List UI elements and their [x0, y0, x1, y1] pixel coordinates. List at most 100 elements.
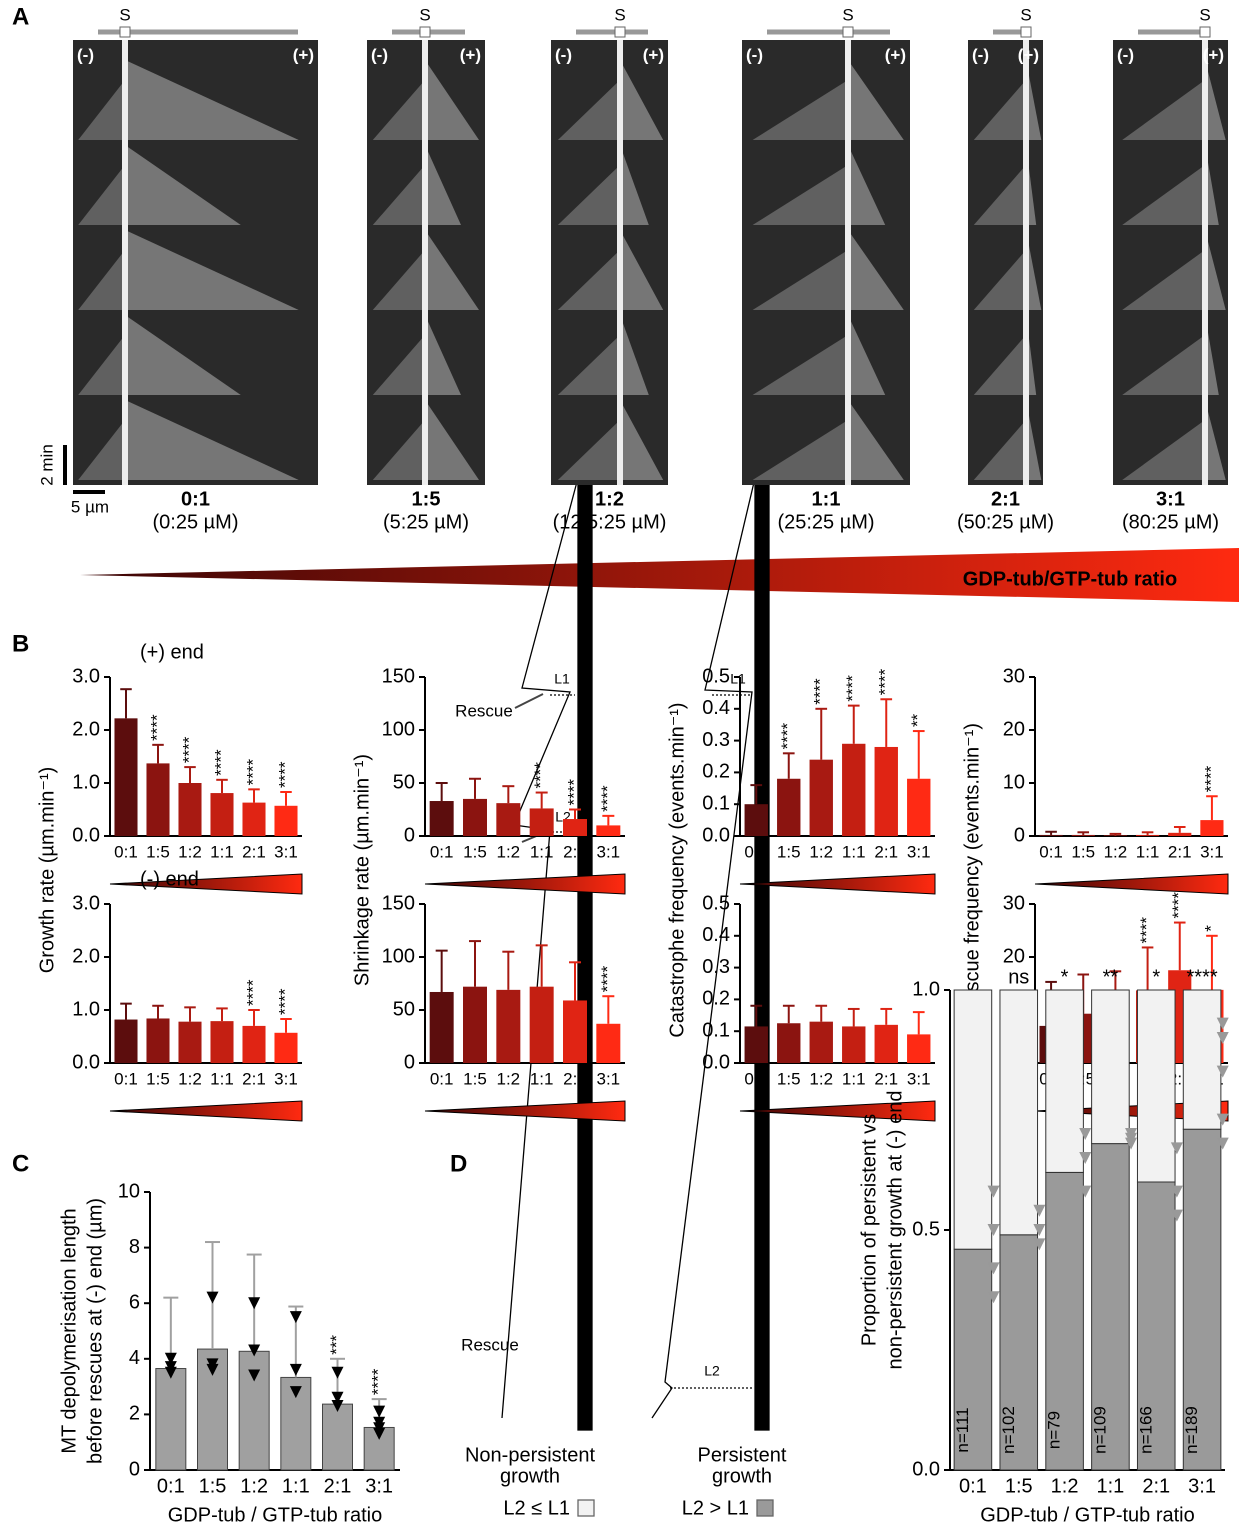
significance: ** — [1103, 966, 1119, 988]
y-tick-label: 0.3 — [702, 956, 730, 978]
n-label: n=109 — [1091, 1406, 1110, 1454]
data-point — [1033, 1238, 1046, 1251]
x-tick-label: 2:1 — [1142, 1475, 1170, 1497]
panel-label: C — [12, 1150, 29, 1177]
x-tick-label: 1:2 — [240, 1475, 268, 1497]
minus-end: (-) — [77, 45, 94, 64]
kymo-growth — [1026, 400, 1042, 480]
bar — [274, 1032, 298, 1063]
data-point — [289, 1311, 302, 1324]
n-label: n=166 — [1136, 1406, 1155, 1454]
plus-end: (+) — [643, 45, 664, 64]
kymo-growth — [557, 165, 620, 225]
kymo-growth — [973, 420, 1026, 480]
kymo-growth — [425, 230, 479, 310]
kymo-growth — [372, 80, 425, 140]
bar — [1071, 834, 1095, 836]
plus-end: (+) — [460, 45, 481, 64]
bar — [238, 1350, 270, 1471]
seed — [617, 40, 623, 485]
l1-label: L1 — [730, 671, 746, 687]
x-tick-label: 3:1 — [365, 1475, 393, 1497]
kymo-growth — [125, 145, 241, 225]
data-point — [289, 1386, 302, 1399]
seed-box — [842, 26, 854, 38]
conc-label: (80:25 µM) — [1122, 511, 1219, 533]
ratio-label: 1:1 — [812, 488, 841, 510]
rescue-label: Rescue — [455, 701, 513, 720]
y-tick-label: 0.0 — [702, 824, 730, 846]
kymo-growth — [78, 165, 125, 225]
y-tick-label: 30 — [1003, 665, 1025, 687]
bar — [1103, 835, 1127, 836]
significance: **** — [778, 722, 797, 749]
bar — [155, 1368, 187, 1471]
kymo-growth — [848, 145, 886, 225]
y-tick-label: 20 — [1003, 945, 1025, 967]
data-point — [1170, 1209, 1183, 1222]
bar — [1200, 820, 1224, 836]
x-tick-label: 3:1 — [274, 842, 298, 861]
x-tick-label: 3:1 — [274, 1069, 298, 1088]
significance: ** — [908, 713, 927, 727]
kymo-growth — [752, 80, 848, 140]
data-point — [987, 1224, 1000, 1236]
bar — [1136, 834, 1160, 836]
ratio-label: 1:2 — [595, 488, 624, 510]
bar-segment — [1045, 989, 1084, 1173]
kymo-growth — [125, 400, 299, 480]
minus-end: (-) — [746, 45, 763, 64]
significance: **** — [243, 759, 262, 786]
data-point — [1170, 1142, 1183, 1155]
kymo-growth — [1122, 80, 1205, 140]
y-tick-label: 0.5 — [702, 665, 730, 687]
data-point — [206, 1363, 219, 1376]
bar — [242, 1025, 266, 1063]
x-tick-label: 3:1 — [907, 1069, 931, 1088]
bar — [1168, 832, 1192, 836]
x-tick-label: 1:2 — [497, 842, 521, 861]
significance: **** — [1187, 966, 1218, 988]
y-tick-label: 8 — [129, 1236, 140, 1258]
y-tick-label: 0.0 — [72, 824, 100, 846]
conc-label: (50:25 µM) — [957, 511, 1054, 533]
bar-segment — [999, 1234, 1039, 1471]
seed-box — [614, 26, 626, 38]
y-tick-label: 20 — [1003, 718, 1025, 740]
y-tick-label: 0.0 — [72, 1051, 100, 1073]
bar — [874, 746, 898, 836]
data-point — [248, 1344, 261, 1357]
y-tick-label: 3.0 — [72, 665, 100, 687]
kymo-growth — [973, 165, 1026, 225]
x-tick-label: 3:1 — [1200, 842, 1224, 861]
kymo-growth — [1122, 335, 1205, 395]
significance: **** — [564, 779, 583, 806]
x-tick-label: 1:5 — [146, 842, 170, 861]
y-tick-label: 1.0 — [72, 998, 100, 1020]
x-tick-label: 1:1 — [282, 1475, 310, 1497]
y-tick-label: 0.0 — [702, 1051, 730, 1073]
bar — [210, 793, 234, 836]
y-tick-label: 3.0 — [72, 892, 100, 914]
bar — [907, 778, 931, 836]
ratio-gradient — [1034, 1100, 1229, 1122]
x-tick-label: 1:5 — [199, 1475, 227, 1497]
y-tick-label: 6 — [129, 1291, 140, 1313]
significance: **** — [211, 749, 230, 776]
significance: **** — [598, 965, 617, 992]
x-tick-label: 1:5 — [146, 1069, 170, 1088]
length-scale-label: 5 µm — [71, 497, 109, 516]
bar — [563, 819, 587, 836]
diagram-caption: growth — [712, 1465, 772, 1487]
x-tick-label: 1:2 — [1051, 1475, 1079, 1497]
diagram — [501, 469, 774, 1517]
x-tick-label: 1:2 — [178, 1069, 202, 1088]
data-point — [206, 1291, 219, 1304]
y-tick-label: 1.0 — [72, 771, 100, 793]
kymo-growth — [557, 335, 620, 395]
significance: * — [1152, 966, 1160, 988]
seed — [122, 40, 128, 485]
panel-label: B — [12, 630, 29, 657]
data-point — [164, 1352, 177, 1365]
x-tick-label: 1:1 — [842, 842, 866, 861]
